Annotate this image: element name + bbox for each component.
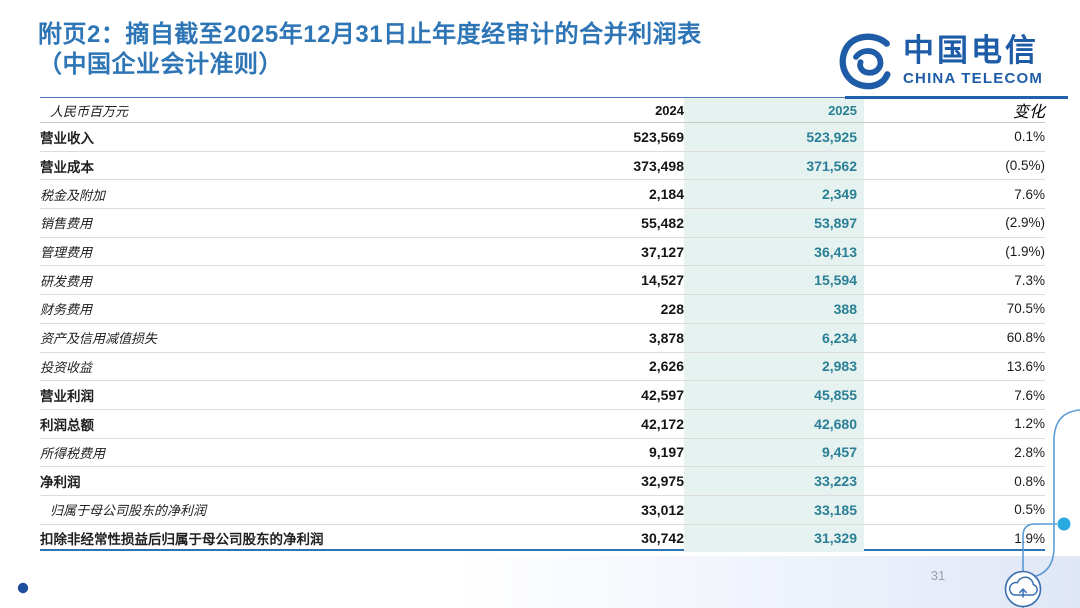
table-row: 税金及附加 2,184 2,349 7.6% (40, 180, 1045, 210)
china-telecom-logo: 中国电信 CHINA TELECOM (838, 28, 1070, 94)
row-label: 营业成本 (40, 159, 94, 176)
value-2024: 32,975 (641, 473, 684, 490)
value-2024: 523,569 (633, 128, 684, 145)
value-change: 0.1% (1014, 129, 1045, 145)
table-row: 扣除非经常性损益后归属于母公司股东的净利润 30,742 31,329 1.9% (40, 524, 1045, 553)
table-row: 投资收益 2,626 2,983 13.6% (40, 352, 1045, 382)
value-change: (2.9%) (1005, 215, 1045, 231)
value-2025: 2,983 (684, 352, 864, 381)
table-row: 营业收入 523,569 523,925 0.1% (40, 123, 1045, 152)
value-2024: 55,482 (641, 214, 684, 231)
row-label: 营业收入 (40, 130, 94, 147)
value-2024: 14,527 (641, 272, 684, 289)
row-label: 扣除非经常性损益后归属于母公司股东的净利润 (40, 532, 324, 549)
table-row: 营业利润 42,597 45,855 7.6% (40, 381, 1045, 410)
value-2025: 33,185 (684, 495, 864, 524)
value-2025: 523,925 (684, 123, 864, 151)
value-2025: 2,349 (684, 180, 864, 209)
value-2025: 371,562 (684, 151, 864, 180)
value-change: 0.5% (1014, 502, 1045, 518)
row-label: 营业利润 (40, 389, 94, 406)
value-2025: 36,413 (684, 237, 864, 266)
value-change: (1.9%) (1005, 244, 1045, 260)
value-2024: 2,184 (648, 186, 684, 203)
value-2024: 42,172 (641, 415, 684, 432)
value-2024: 373,498 (633, 157, 684, 174)
bottom-gradient-band (0, 556, 1080, 608)
row-label: 财务费用 (40, 303, 93, 319)
value-change: 0.8% (1014, 473, 1045, 489)
row-label: 所得税费用 (40, 446, 106, 462)
income-statement-table: 人民币百万元 2024 2025 变化 营业收入 523,569 523,925… (40, 97, 1045, 553)
table-header-row: 人民币百万元 2024 2025 变化 (40, 98, 1045, 123)
value-2025: 45,855 (684, 381, 864, 409)
table-row: 归属于母公司股东的净利润 33,012 33,185 0.5% (40, 495, 1045, 525)
value-change: 7.6% (1014, 387, 1045, 403)
value-2024: 33,012 (641, 501, 684, 518)
value-change: 13.6% (1006, 358, 1045, 374)
value-2024: 42,597 (641, 387, 684, 404)
table-row: 营业成本 373,498 371,562 (0.5%) (40, 151, 1045, 181)
row-label: 资产及信用减值损失 (40, 332, 158, 348)
logo-underline (845, 96, 1068, 99)
value-2025: 388 (684, 295, 864, 323)
logo-text: 中国电信 CHINA TELECOM (903, 32, 1044, 88)
accent-dot (1057, 517, 1071, 531)
table-row: 研发费用 14,527 15,594 7.3% (40, 266, 1045, 296)
value-2024: 9,197 (648, 444, 684, 461)
value-2025: 9,457 (684, 438, 864, 467)
value-2024: 30,742 (641, 530, 684, 547)
value-change: 1.2% (1014, 416, 1045, 432)
page-title-line2: （中国企业会计准则） (38, 51, 283, 78)
china-telecom-swirl-icon (839, 33, 891, 90)
col-header-2025: 2025 (684, 98, 864, 122)
value-change: 1.9% (1014, 530, 1045, 546)
value-change: 7.6% (1014, 186, 1045, 202)
value-2025: 33,223 (684, 467, 864, 495)
table-row: 销售费用 55,482 53,897 (2.9%) (40, 209, 1045, 238)
logo-text-en: CHINA TELECOM (903, 69, 1044, 87)
table-row: 利润总额 42,172 42,680 1.2% (40, 409, 1045, 439)
table-body: 营业收入 523,569 523,925 0.1% 营业成本 373,498 3… (40, 123, 1045, 553)
value-change: (0.5%) (1005, 158, 1045, 174)
row-label: 研发费用 (40, 274, 93, 290)
row-label: 利润总额 (40, 417, 94, 434)
row-label: 投资收益 (40, 360, 93, 376)
value-2024: 2,626 (648, 358, 684, 375)
page-number: 31 (930, 568, 946, 583)
page-title: 附页2：摘自截至2025年12月31日止年度经审计的合并利润表 （中国企业会计准… (38, 20, 798, 80)
col-header-change: 变化 (1012, 102, 1045, 121)
row-label: 税金及附加 (40, 188, 106, 204)
table-row: 财务费用 228 388 70.5% (40, 295, 1045, 324)
value-change: 70.5% (1006, 301, 1045, 317)
value-2024: 228 (660, 300, 684, 317)
row-label: 销售费用 (40, 217, 93, 233)
value-2024: 37,127 (641, 243, 684, 260)
unit-label: 人民币百万元 (50, 104, 129, 120)
value-2025: 31,329 (684, 524, 864, 553)
value-change: 7.3% (1014, 272, 1045, 288)
table-row: 净利润 32,975 33,223 0.8% (40, 467, 1045, 496)
page-title-line1: 附页2：摘自截至2025年12月31日止年度经审计的合并利润表 (38, 21, 702, 48)
row-label: 管理费用 (40, 246, 93, 262)
value-2025: 53,897 (684, 209, 864, 237)
value-2025: 15,594 (684, 266, 864, 295)
logo-text-cn: 中国电信 (903, 32, 1039, 69)
value-change: 2.8% (1014, 444, 1045, 460)
table-row: 资产及信用减值损失 3,878 6,234 60.8% (40, 323, 1045, 353)
value-2025: 6,234 (684, 323, 864, 352)
row-label: 归属于母公司股东的净利润 (50, 504, 207, 520)
value-change: 60.8% (1006, 330, 1045, 346)
table-row: 所得税费用 9,197 9,457 2.8% (40, 438, 1045, 468)
row-label: 净利润 (40, 475, 81, 492)
table-row: 管理费用 37,127 36,413 (1.9%) (40, 237, 1045, 267)
col-header-2024: 2024 (655, 102, 684, 118)
value-2025: 42,680 (684, 409, 864, 438)
value-2024: 3,878 (648, 329, 684, 346)
